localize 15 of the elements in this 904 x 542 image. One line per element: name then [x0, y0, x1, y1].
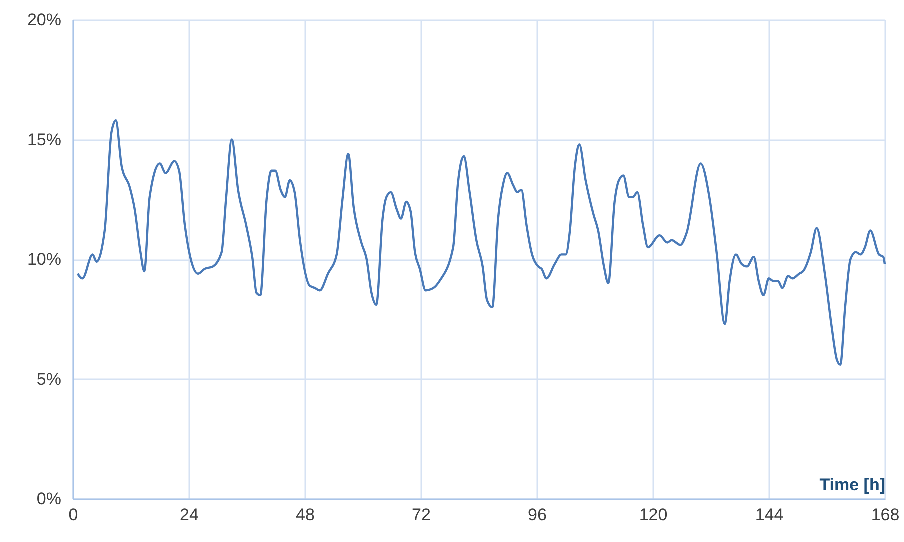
- y-tick-label: 0%: [36, 490, 62, 508]
- line-series: [76, 119, 886, 366]
- x-tick-label: 0: [68, 506, 78, 524]
- x-tick-label: 24: [180, 506, 199, 524]
- y-tick-label: 15%: [27, 130, 62, 150]
- x-tick-label: 72: [412, 506, 431, 524]
- y-tick-label: 20%: [27, 10, 62, 30]
- x-tick-label: 96: [528, 506, 547, 524]
- x-tick-label: 120: [639, 506, 668, 524]
- y-tick-label: 5%: [36, 370, 62, 389]
- x-tick-label: 48: [296, 506, 315, 524]
- y-tick-label: 10%: [27, 250, 62, 269]
- x-tick-label: 168: [871, 506, 900, 524]
- x-axis-title: Time [h]: [820, 476, 886, 494]
- x-tick-label: 144: [755, 506, 784, 524]
